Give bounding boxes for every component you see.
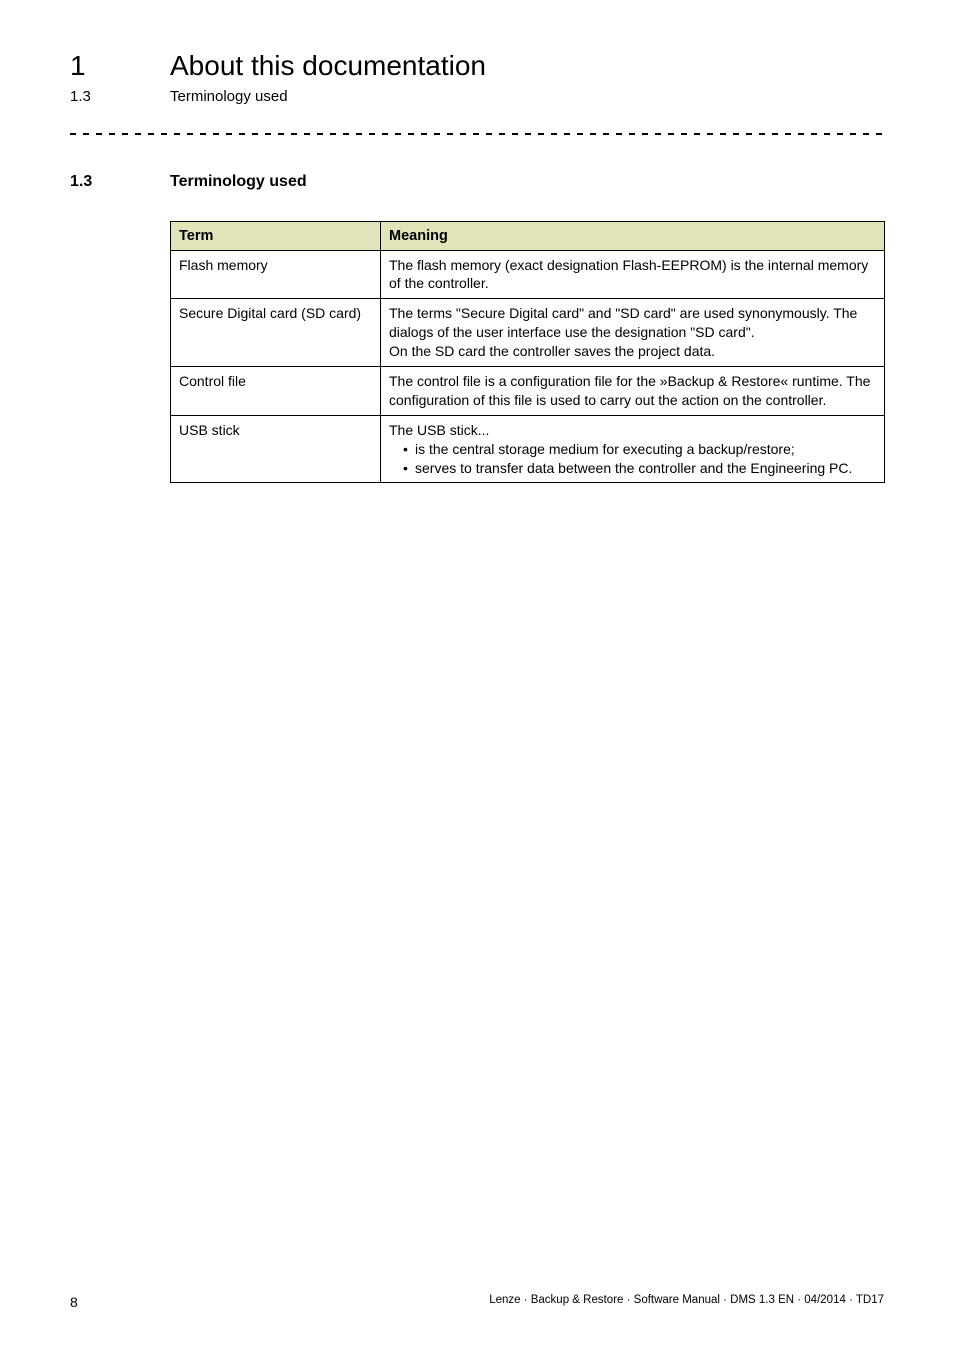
table-row: Control file The control file is a confi… bbox=[171, 366, 885, 415]
bullet-text: serves to transfer data between the cont… bbox=[415, 459, 852, 478]
meaning-text: On the SD card the controller saves the … bbox=[389, 342, 876, 361]
meaning-cell: The control file is a configuration file… bbox=[381, 366, 885, 415]
meaning-cell: The USB stick... • is the central storag… bbox=[381, 415, 885, 483]
meaning-cell: The flash memory (exact designation Flas… bbox=[381, 250, 885, 299]
table-row: Secure Digital card (SD card) The terms … bbox=[171, 299, 885, 367]
table-row: Flash memory The flash memory (exact des… bbox=[171, 250, 885, 299]
term-cell: USB stick bbox=[171, 415, 381, 483]
running-section-title: Terminology used bbox=[170, 88, 288, 105]
bullet-text: is the central storage medium for execut… bbox=[415, 440, 795, 459]
term-cell: Secure Digital card (SD card) bbox=[171, 299, 381, 367]
section-number: 1.3 bbox=[70, 173, 170, 191]
meaning-text: The flash memory (exact designation Flas… bbox=[389, 256, 876, 294]
horizontal-rule bbox=[70, 133, 884, 135]
chapter-number: 1 bbox=[70, 50, 170, 82]
meaning-text: The terms "Secure Digital card" and "SD … bbox=[389, 304, 876, 342]
bullet-item: • serves to transfer data between the co… bbox=[389, 459, 876, 478]
terminology-table: Term Meaning Flash memory The flash memo… bbox=[170, 221, 885, 484]
table-header-meaning: Meaning bbox=[381, 221, 885, 250]
table-row: USB stick The USB stick... • is the cent… bbox=[171, 415, 885, 483]
section-title: Terminology used bbox=[170, 173, 307, 191]
bullet-icon: • bbox=[403, 459, 415, 478]
bullet-item: • is the central storage medium for exec… bbox=[389, 440, 876, 459]
chapter-title: About this documentation bbox=[170, 50, 486, 82]
footer-text: Lenze · Backup & Restore · Software Manu… bbox=[489, 1294, 884, 1310]
page: 1 About this documentation 1.3 Terminolo… bbox=[0, 0, 954, 1350]
running-head: 1.3 Terminology used bbox=[70, 88, 884, 105]
page-number: 8 bbox=[70, 1294, 78, 1310]
term-cell: Flash memory bbox=[171, 250, 381, 299]
table-header-term: Term bbox=[171, 221, 381, 250]
section-heading: 1.3 Terminology used bbox=[70, 173, 884, 191]
meaning-text: The control file is a configuration file… bbox=[389, 372, 876, 410]
page-footer: 8 Lenze · Backup & Restore · Software Ma… bbox=[70, 1294, 884, 1310]
meaning-cell: The terms "Secure Digital card" and "SD … bbox=[381, 299, 885, 367]
meaning-intro: The USB stick... bbox=[389, 421, 876, 440]
running-section-number: 1.3 bbox=[70, 88, 170, 105]
terminology-table-container: Term Meaning Flash memory The flash memo… bbox=[170, 221, 884, 484]
bullet-list: • is the central storage medium for exec… bbox=[389, 440, 876, 478]
chapter-header: 1 About this documentation bbox=[70, 50, 884, 82]
table-header-row: Term Meaning bbox=[171, 221, 885, 250]
term-cell: Control file bbox=[171, 366, 381, 415]
bullet-icon: • bbox=[403, 440, 415, 459]
